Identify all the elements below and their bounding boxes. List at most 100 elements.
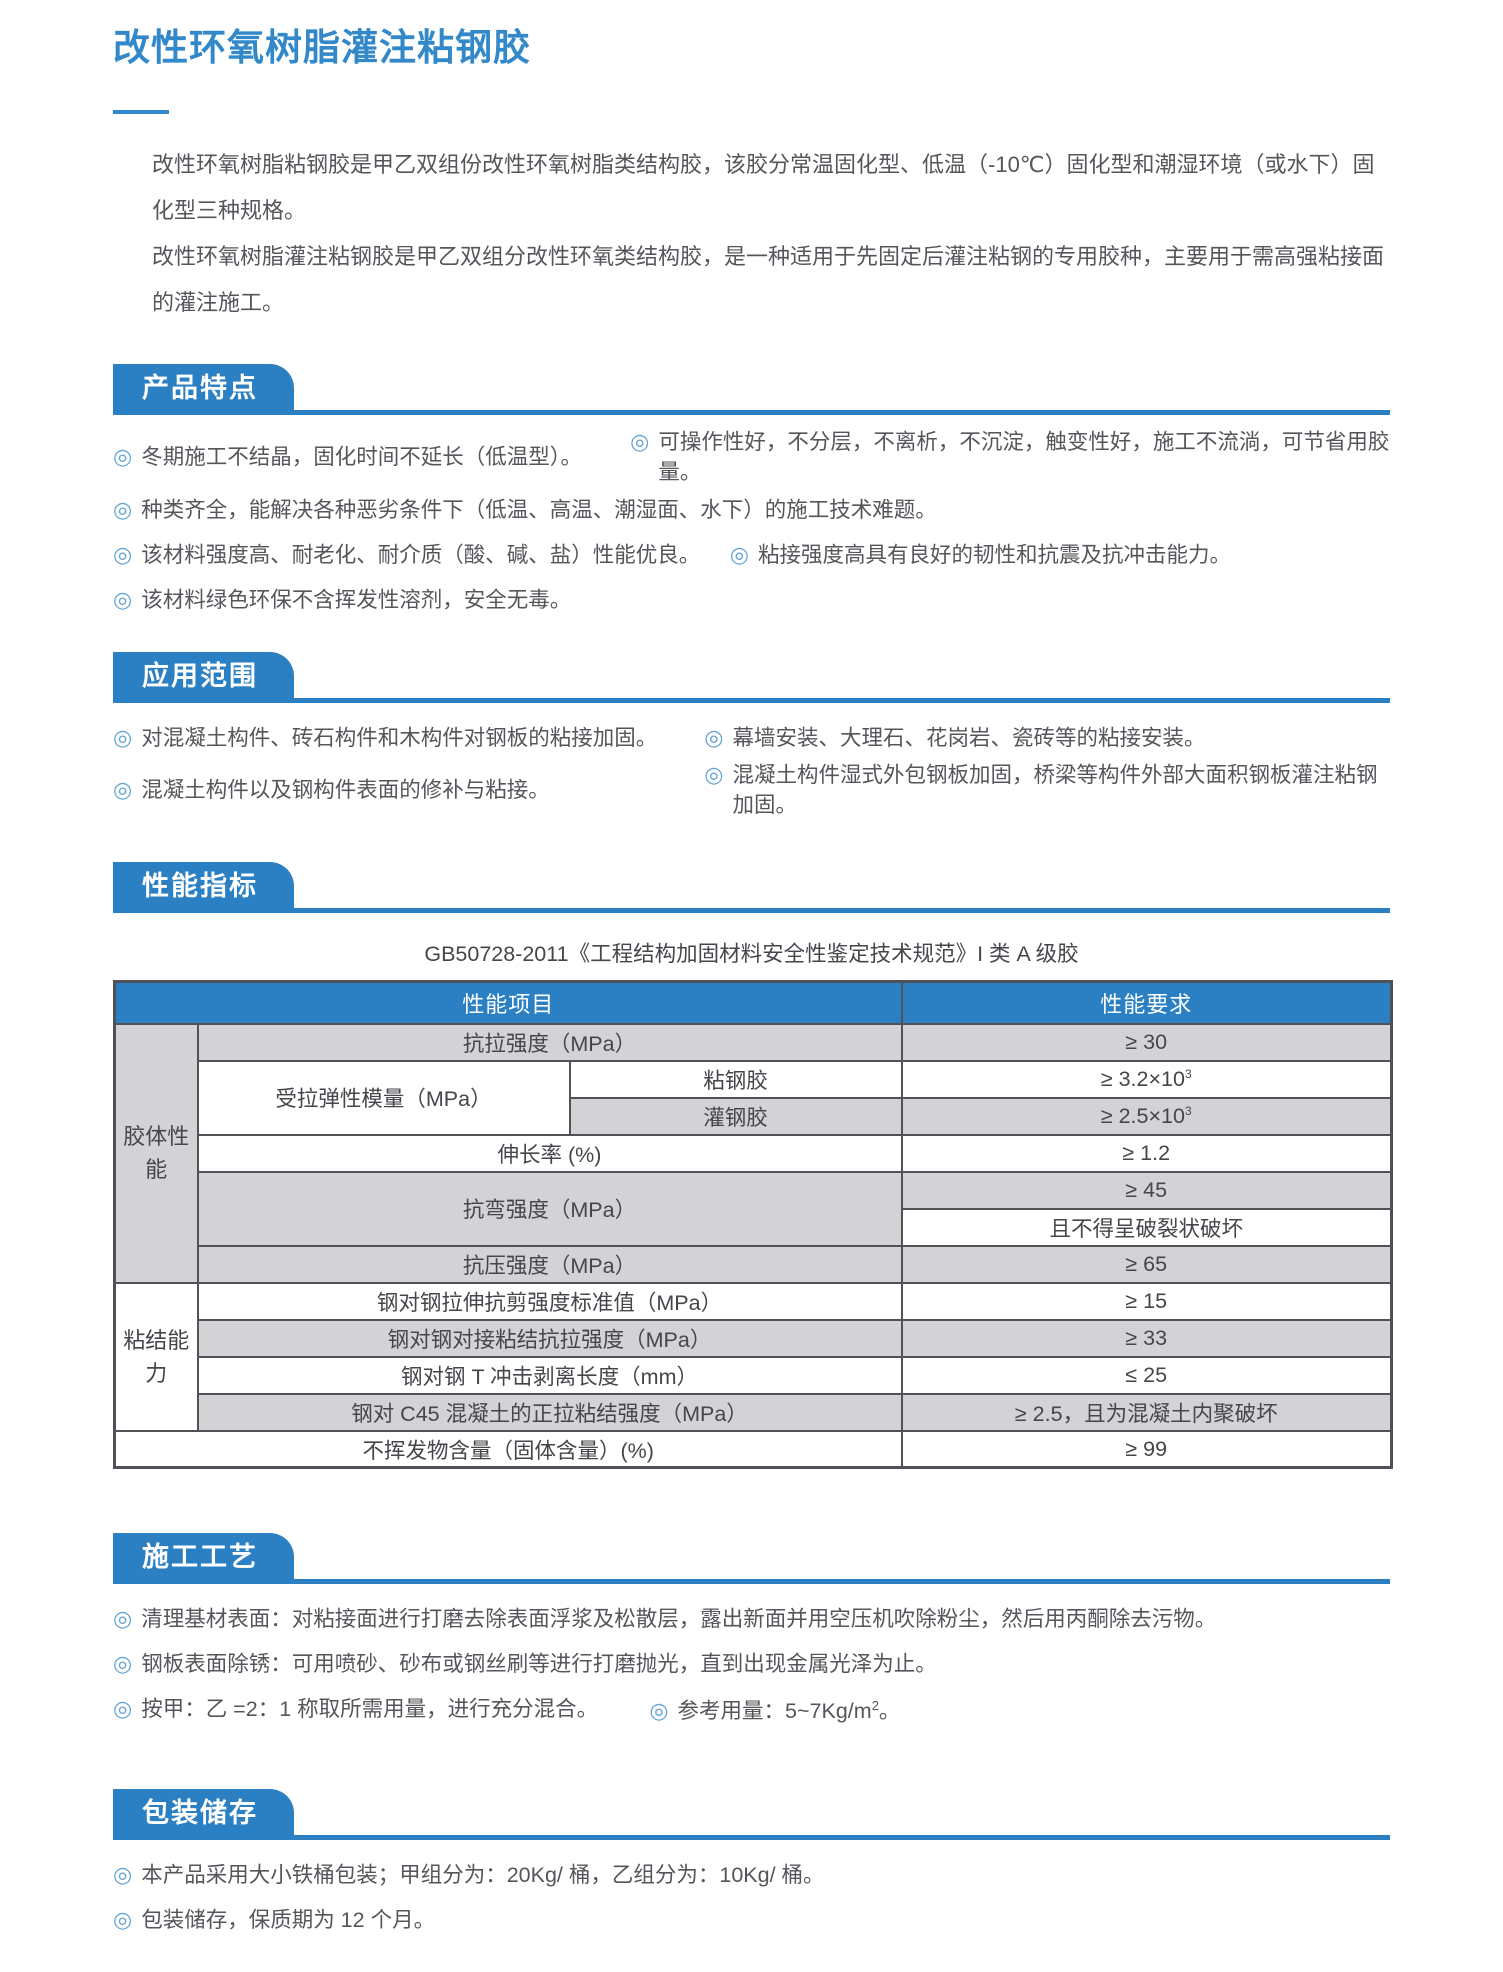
list-item: ◎ 按甲：乙 =2：1 称取所需用量，进行充分混合。 xyxy=(113,1694,649,1724)
bullet-text: 按甲：乙 =2：1 称取所需用量，进行充分混合。 xyxy=(141,1696,599,1721)
bullet-row: ◎ 冬期施工不结晶，固化时间不延长（低温型）。 ◎ 可操作性好，不分层，不离析，… xyxy=(113,427,1390,487)
bullet-icon: ◎ xyxy=(113,777,133,803)
property-cell: 抗拉强度（MPa） xyxy=(196,1022,903,1062)
requirement-cell: ≥ 45 xyxy=(900,1170,1393,1210)
list-item: ◎ 幕墙安装、大理石、花岗岩、瓷砖等的粘接安装。 xyxy=(704,723,1390,753)
table-row: 胶体性能 抗拉强度（MPa） ≥ 30 xyxy=(113,1022,1393,1284)
bullet-row: ◎ 按甲：乙 =2：1 称取所需用量，进行充分混合。 ◎ 参考用量：5~7Kg/… xyxy=(113,1686,1390,1731)
performance-table: 性能项目 性能要求 胶体性能 抗拉强度（MPa） ≥ 30 受拉弹性模量（MPa… xyxy=(113,980,1393,1470)
section-tab: 性能指标 xyxy=(113,862,294,909)
table-row: 粘结能力 钢对钢拉伸抗剪强度标准值（MPa） ≥ 15 xyxy=(113,1281,1393,1432)
list-item: ◎ 包装储存，保质期为 12 个月。 xyxy=(113,1905,1390,1935)
bullet-row: ◎ 该材料强度高、耐老化、耐介质（酸、碱、盐）性能优良。 ◎ 粘接强度高具有良好… xyxy=(113,532,1390,577)
requirement-cell: ≥ 2.5×103 xyxy=(900,1096,1393,1136)
requirement-value: ≥ 2.5×10 xyxy=(1100,1103,1185,1128)
bullet-text: 清理基材表面：对粘接面进行打磨去除表面浮浆及松散层，露出新面并用空压机吹除粉尘，… xyxy=(141,1606,1217,1631)
requirement-exponent: 3 xyxy=(1184,1103,1192,1118)
requirement-cell: ≥ 30 xyxy=(900,1022,1393,1062)
section-tab: 产品特点 xyxy=(113,364,294,411)
bullet-text: 包装储存，保质期为 12 个月。 xyxy=(141,1907,436,1932)
table-row: 钢对钢对接粘结抗拉强度（MPa） ≥ 33 xyxy=(115,1318,1393,1358)
section-title: 施工工艺 xyxy=(142,1542,258,1573)
bullet-text: 混凝土构件湿式外包钢板加固，桥梁等构件外部大面积钢板灌注粘钢加固。 xyxy=(732,763,1378,818)
list-item: ◎ 该材料强度高、耐老化、耐介质（酸、碱、盐）性能优良。 xyxy=(113,540,730,570)
property-cell: 抗压强度（MPa） xyxy=(196,1244,903,1284)
requirement-cell: ≤ 25 xyxy=(900,1355,1393,1395)
bullet-row: ◎ 包装储存，保质期为 12 个月。 xyxy=(113,1897,1390,1942)
list-item: ◎ 该材料绿色环保不含挥发性溶剂，安全无毒。 xyxy=(113,585,1390,615)
bullet-icon: ◎ xyxy=(630,429,650,455)
section-tab: 包装储存 xyxy=(113,1789,294,1836)
table-row: 伸长率 (%) ≥ 1.2 xyxy=(115,1133,1393,1173)
bullet-icon: ◎ xyxy=(113,724,133,750)
section-title: 性能指标 xyxy=(142,871,258,902)
table-header-row: 性能项目 性能要求 xyxy=(113,980,1393,1025)
intro-line: 改性环氧树脂灌注粘钢胶是甲乙双组分改性环氧类结构胶，是一种适用于先固定后灌注粘钢… xyxy=(152,244,1385,316)
property-cell: 抗弯强度（MPa） xyxy=(196,1170,903,1247)
property-cell: 钢对 C45 混凝土的正拉粘结强度（MPa） xyxy=(196,1392,903,1432)
requirement-exponent: 3 xyxy=(1184,1066,1192,1081)
list-item: ◎ 粘接强度高具有良好的韧性和抗震及抗冲击能力。 xyxy=(730,540,1390,570)
section-header-applications: 应用范围 xyxy=(113,652,1390,704)
usage-text-end: 。 xyxy=(878,1699,901,1724)
requirement-cell: ≥ 15 xyxy=(900,1281,1393,1321)
bullet-row: ◎ 种类齐全，能解决各种恶劣条件下（低温、高温、潮湿面、水下）的施工技术难题。 xyxy=(113,487,1390,532)
bullet-icon: ◎ xyxy=(649,1698,669,1724)
section-title: 包装储存 xyxy=(142,1798,258,1829)
requirement-cell: ≥ 65 xyxy=(900,1244,1393,1284)
bullet-row: ◎ 混凝土构件以及钢构件表面的修补与粘接。 ◎ 混凝土构件湿式外包钢板加固，桥梁… xyxy=(113,760,1390,820)
requirement-value: ≥ 3.2×10 xyxy=(1100,1066,1185,1091)
requirement-cell: ≥ 3.2×103 xyxy=(900,1059,1393,1099)
bullet-row: ◎ 对混凝土构件、砖石构件和木构件对钢板的粘接加固。 ◎ 幕墙安装、大理石、花岗… xyxy=(113,715,1390,760)
bullet-icon: ◎ xyxy=(113,444,133,470)
section-header-features: 产品特点 xyxy=(113,364,1390,416)
group-label-bonding: 粘结能力 xyxy=(113,1281,199,1432)
title-underline xyxy=(113,110,169,115)
list-item: ◎ 对混凝土构件、砖石构件和木构件对钢板的粘接加固。 xyxy=(113,723,704,753)
bullet-icon: ◎ xyxy=(113,586,133,612)
bullet-text: 参考用量：5~7Kg/m2。 xyxy=(678,1691,901,1726)
features-list: ◎ 冬期施工不结晶，固化时间不延长（低温型）。 ◎ 可操作性好，不分层，不离析，… xyxy=(113,415,1390,622)
applications-list: ◎ 对混凝土构件、砖石构件和木构件对钢板的粘接加固。 ◎ 幕墙安装、大理石、花岗… xyxy=(113,703,1390,820)
property-subcell: 粘钢胶 xyxy=(568,1059,903,1099)
property-cell: 钢对钢 T 冲击剥离长度（mm） xyxy=(196,1355,903,1395)
property-cell: 受拉弹性模量（MPa） xyxy=(196,1059,571,1136)
property-cell: 不挥发物含量（固体含量）(%) xyxy=(113,1429,903,1469)
bullet-icon: ◎ xyxy=(113,541,133,567)
process-list: ◎ 清理基材表面：对粘接面进行打磨去除表面浮浆及松散层，露出新面并用空压机吹除粉… xyxy=(113,1584,1390,1731)
bullet-text: 粘接强度高具有良好的韧性和抗震及抗冲击能力。 xyxy=(757,542,1231,567)
list-item: ◎ 混凝土构件以及钢构件表面的修补与粘接。 xyxy=(113,775,704,805)
list-item: ◎ 本产品采用大小铁桶包装；甲组分为：20Kg/ 桶，乙组分为：10Kg/ 桶。 xyxy=(113,1860,1390,1890)
bullet-text: 种类齐全，能解决各种恶劣条件下（低温、高温、潮湿面、水下）的施工技术难题。 xyxy=(141,497,937,522)
requirement-cell: ≥ 33 xyxy=(900,1318,1393,1358)
bullet-icon: ◎ xyxy=(113,1906,133,1932)
bullet-icon: ◎ xyxy=(729,541,749,567)
list-item: ◎ 钢板表面除锈：可用喷砂、砂布或钢丝刷等进行打磨抛光，直到出现金属光泽为止。 xyxy=(113,1649,1390,1679)
bullet-text: 可操作性好，不分层，不离析，不沉淀，触变性好，施工不流淌，可节省用胶量。 xyxy=(658,430,1390,485)
list-item: ◎ 参考用量：5~7Kg/m2。 xyxy=(649,1691,1390,1726)
bullet-text: 钢板表面除锈：可用喷砂、砂布或钢丝刷等进行打磨抛光，直到出现金属光泽为止。 xyxy=(141,1651,937,1676)
bullet-icon: ◎ xyxy=(704,724,724,750)
table-row: 抗弯强度（MPa） ≥ 45 xyxy=(115,1170,1393,1247)
bullet-row: ◎ 钢板表面除锈：可用喷砂、砂布或钢丝刷等进行打磨抛光，直到出现金属光泽为止。 xyxy=(113,1641,1390,1686)
intro-paragraphs: 改性环氧树脂粘钢胶是甲乙双组份改性环氧树脂类结构胶，该胶分常温固化型、低温（-1… xyxy=(113,142,1390,326)
bullet-icon: ◎ xyxy=(113,1861,133,1887)
column-header-requirement: 性能要求 xyxy=(900,980,1393,1025)
list-item: ◎ 冬期施工不结晶，固化时间不延长（低温型）。 xyxy=(113,442,630,472)
section-header-packaging: 包装储存 xyxy=(113,1789,1390,1841)
table-row: 抗压强度（MPa） ≥ 65 xyxy=(115,1244,1393,1284)
list-item: ◎ 种类齐全，能解决各种恶劣条件下（低温、高温、潮湿面、水下）的施工技术难题。 xyxy=(113,495,1390,525)
table-row: 钢对 C45 混凝土的正拉粘结强度（MPa） ≥ 2.5，且为混凝土内聚破坏 xyxy=(115,1392,1393,1432)
section-header-performance: 性能指标 xyxy=(113,862,1390,914)
requirement-cell: 且不得呈破裂状破坏 xyxy=(900,1207,1393,1247)
bullet-icon: ◎ xyxy=(113,1650,133,1676)
bullet-row: ◎ 本产品采用大小铁桶包装；甲组分为：20Kg/ 桶，乙组分为：10Kg/ 桶。 xyxy=(113,1852,1390,1897)
bullet-text: 该材料强度高、耐老化、耐介质（酸、碱、盐）性能优良。 xyxy=(141,542,701,567)
usage-exponent: 2 xyxy=(871,1698,879,1714)
section-tab: 应用范围 xyxy=(113,652,294,699)
section-title: 应用范围 xyxy=(142,661,258,692)
bullet-text: 混凝土构件以及钢构件表面的修补与粘接。 xyxy=(141,778,550,803)
packaging-list: ◎ 本产品采用大小铁桶包装；甲组分为：20Kg/ 桶，乙组分为：10Kg/ 桶。… xyxy=(113,1840,1390,1942)
table-row: 灌钢胶 ≥ 2.5×103 xyxy=(115,1096,1393,1136)
